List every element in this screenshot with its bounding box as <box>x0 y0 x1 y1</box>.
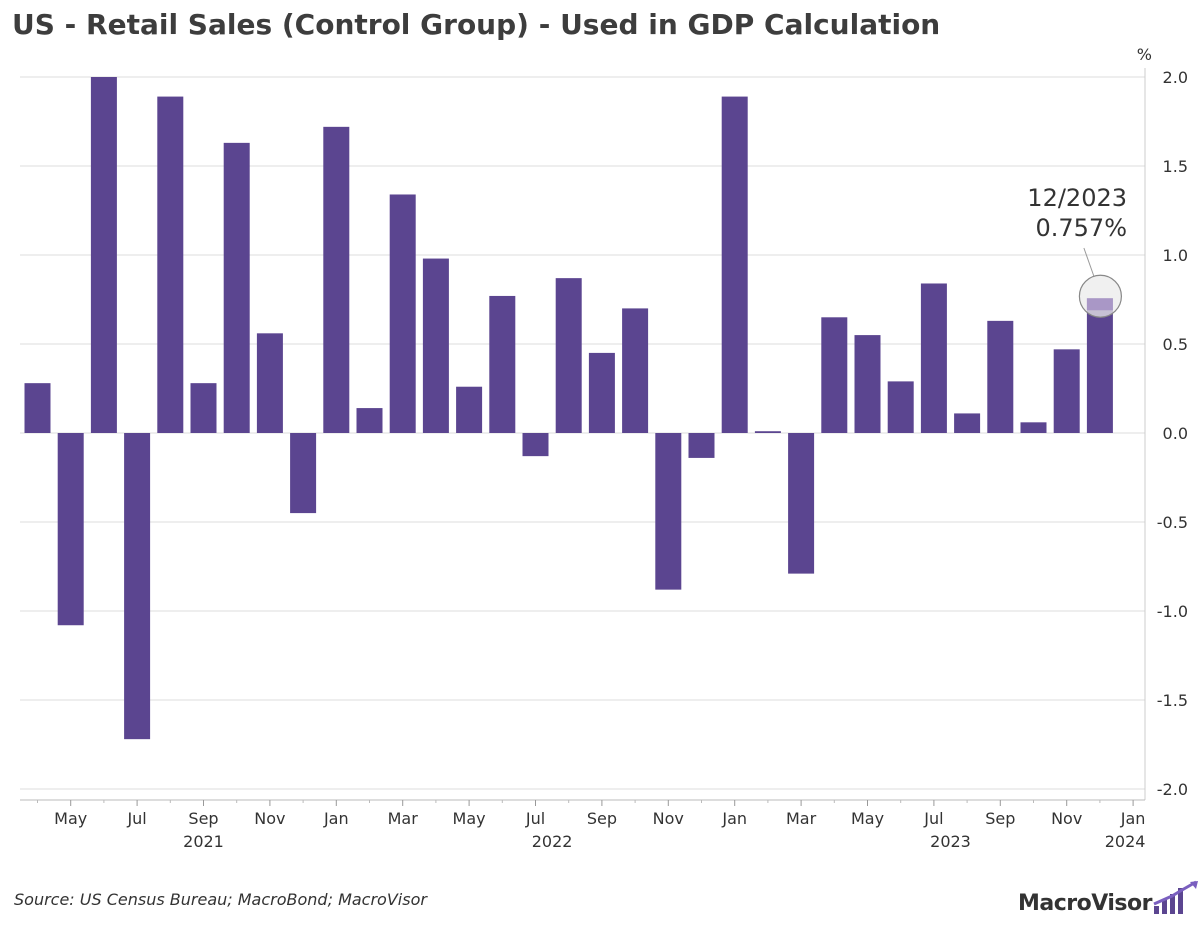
x-tick-labels: May Jul Sep Nov Jan Mar May Jul Sep Nov Jan Mar May J… <box>54 809 1145 851</box>
bar <box>323 126 350 433</box>
logo-bars-icon <box>1153 880 1198 914</box>
y-tick-label: 0.5 <box>1163 335 1188 354</box>
x-tick-label: Mar <box>786 809 817 828</box>
x-year-label: 2021 <box>183 832 224 851</box>
y-tick-label: -0.5 <box>1157 513 1188 532</box>
x-tick-label: Jul <box>126 809 146 828</box>
bar <box>223 142 250 434</box>
x-tick-label: Jan <box>1120 809 1146 828</box>
annotation-leader <box>1083 247 1095 277</box>
bar <box>1053 349 1080 433</box>
x-tick-label: May <box>851 809 884 828</box>
bar <box>1020 422 1047 433</box>
bar <box>256 333 283 433</box>
annotation-period: 12/2023 <box>1027 184 1127 212</box>
bars <box>24 77 1113 740</box>
bar <box>190 383 217 433</box>
y-tick-label: -1.5 <box>1157 691 1188 710</box>
bar <box>555 278 582 433</box>
bar <box>489 295 516 433</box>
bar <box>57 433 84 626</box>
y-unit-label: % <box>1137 45 1152 64</box>
axes <box>20 68 1146 806</box>
bar <box>290 433 317 514</box>
x-tick-label: Nov <box>254 809 285 828</box>
x-tick-label: Sep <box>985 809 1015 828</box>
x-tick-label: Nov <box>653 809 684 828</box>
x-tick-label: Nov <box>1051 809 1082 828</box>
macrovisor-logo: MacroVisor <box>1018 880 1200 916</box>
y-tick-label: 1.0 <box>1163 246 1188 265</box>
bar <box>588 352 615 433</box>
bar <box>887 381 914 433</box>
bar <box>389 194 416 433</box>
bar <box>422 258 449 433</box>
y-tick-label: 1.5 <box>1163 157 1188 176</box>
bar <box>1086 298 1113 433</box>
bar <box>920 283 947 433</box>
bar <box>854 335 881 433</box>
bar <box>754 431 781 433</box>
y-tick-label: -2.0 <box>1157 780 1188 799</box>
bar <box>821 317 848 433</box>
y-tick-label: 2.0 <box>1163 68 1188 87</box>
bar <box>954 413 981 433</box>
x-tick-label: Jan <box>323 809 349 828</box>
annotation-value: 0.757% <box>1035 214 1127 242</box>
y-tick-label: -1.0 <box>1157 602 1188 621</box>
source-note: Source: US Census Bureau; MacroBond; Mac… <box>14 890 427 909</box>
x-tick-label: Jul <box>525 809 545 828</box>
x-tick-label: May <box>54 809 87 828</box>
bar <box>987 320 1014 433</box>
bar <box>688 433 715 458</box>
x-year-label: 2022 <box>532 832 573 851</box>
bar <box>721 96 748 433</box>
x-tick-label: Mar <box>388 809 419 828</box>
bar <box>522 433 549 457</box>
highlight-circle <box>1078 274 1123 318</box>
y-tick-labels: 2.0 1.5 1.0 0.5 0.0 -0.5 -1.0 -1.5 -2.0% <box>1137 45 1188 799</box>
x-year-label: 2023 <box>930 832 971 851</box>
x-tick-label: Jan <box>721 809 747 828</box>
highlight-bar-top <box>1086 298 1113 311</box>
bar <box>622 308 649 433</box>
bar <box>124 433 151 740</box>
x-tick-label: Sep <box>587 809 617 828</box>
x-year-label: 2024 <box>1105 832 1146 851</box>
bar <box>655 433 682 590</box>
chart-title: US - Retail Sales (Control Group) - Used… <box>12 8 941 41</box>
x-tick-label: Sep <box>188 809 218 828</box>
x-tick-label: Jul <box>923 809 943 828</box>
bar <box>788 433 815 574</box>
bar <box>157 96 184 433</box>
bar <box>24 383 51 433</box>
grid-lines <box>20 76 1145 790</box>
x-tick-label: May <box>453 809 486 828</box>
bar <box>90 77 117 433</box>
y-tick-label: 0.0 <box>1163 424 1188 443</box>
bar <box>456 386 483 433</box>
logo-text: MacroVisor <box>1018 891 1152 916</box>
bar <box>356 408 383 433</box>
